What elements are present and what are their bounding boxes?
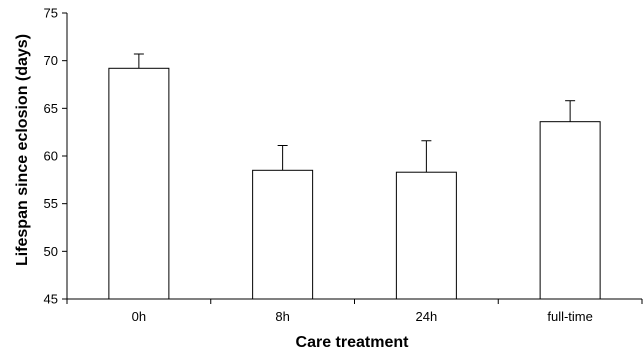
x-axis-ticks: 0h 8h 24h full-time bbox=[66, 299, 643, 324]
x-tick-label: 8h bbox=[275, 309, 289, 324]
x-tick-label: full-time bbox=[547, 309, 593, 324]
y-axis-title: Lifespan since eclosion (days) bbox=[14, 34, 31, 266]
bar-full-time bbox=[539, 121, 601, 300]
error-bars bbox=[133, 53, 576, 173]
bars bbox=[108, 67, 601, 300]
y-tick-label: 55 bbox=[44, 196, 58, 211]
y-tick-label: 50 bbox=[44, 244, 58, 259]
x-tick-label: 0h bbox=[132, 309, 146, 324]
bar-0h bbox=[108, 67, 170, 300]
y-tick-label: 65 bbox=[44, 101, 58, 116]
y-axis-ticks: 45 50 55 60 65 70 75 bbox=[44, 6, 67, 307]
y-tick-label: 75 bbox=[44, 6, 58, 21]
y-tick-label: 45 bbox=[44, 292, 58, 307]
x-axis-title: Care treatment bbox=[296, 334, 410, 351]
bar-24h bbox=[395, 171, 457, 300]
bar-8h bbox=[252, 169, 314, 300]
x-tick-label: 24h bbox=[416, 309, 438, 324]
y-tick-label: 60 bbox=[44, 149, 58, 164]
y-tick-label: 70 bbox=[44, 53, 58, 68]
